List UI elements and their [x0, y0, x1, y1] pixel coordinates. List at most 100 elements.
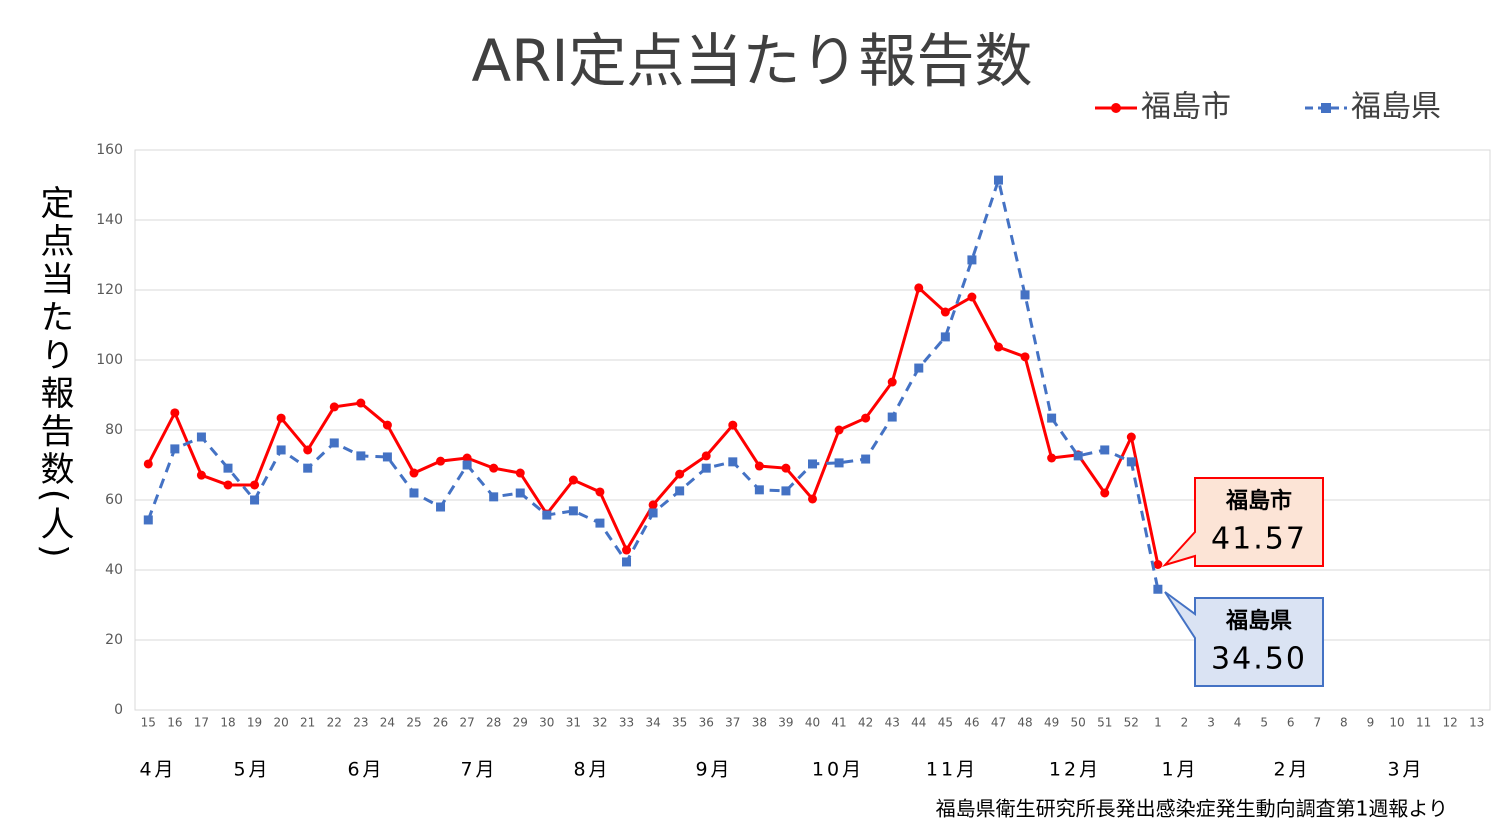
x-tick-label: 34 — [645, 716, 660, 730]
point — [834, 458, 844, 468]
point — [1126, 432, 1136, 442]
point — [568, 475, 578, 485]
x-tick-label: 30 — [539, 716, 554, 730]
x-tick-label: 47 — [991, 716, 1006, 730]
point — [1047, 453, 1057, 463]
month-label: 3月 — [1387, 759, 1424, 781]
x-tick-label: 37 — [725, 716, 740, 730]
x-tick-label: 3 — [1207, 716, 1215, 730]
x-tick-label: 20 — [273, 716, 288, 730]
point — [701, 463, 711, 473]
month-label: 7月 — [460, 759, 497, 781]
x-tick-label: 15 — [141, 716, 156, 730]
x-tick-label: 40 — [805, 716, 820, 730]
x-tick-label: 49 — [1044, 716, 1059, 730]
point — [1126, 457, 1136, 467]
point — [622, 545, 632, 555]
point — [595, 518, 605, 528]
month-label: 6月 — [347, 759, 384, 781]
point — [329, 402, 339, 412]
x-tick-label: 33 — [619, 716, 634, 730]
point — [914, 363, 924, 373]
month-label: 1月 — [1161, 759, 1198, 781]
month-label: 2月 — [1273, 759, 1310, 781]
x-tick-label: 41 — [831, 716, 846, 730]
callout-name: 福島県 — [1225, 608, 1292, 634]
y-tick-label: 160 — [96, 142, 123, 158]
point — [967, 255, 977, 265]
point — [781, 463, 791, 473]
x-tick-label: 1 — [1154, 716, 1162, 730]
x-tick-label: 45 — [938, 716, 953, 730]
point — [595, 487, 605, 497]
point — [861, 413, 871, 423]
x-tick-label: 12 — [1443, 716, 1458, 730]
x-tick-label: 29 — [513, 716, 528, 730]
x-tick-label: 50 — [1071, 716, 1086, 730]
legend-label: 福島市 — [1141, 90, 1231, 125]
point — [382, 420, 392, 430]
y-axis-label: 定点当たり報告数(人) — [34, 185, 74, 562]
point — [1020, 352, 1030, 362]
x-tick-label: 9 — [1367, 716, 1375, 730]
x-tick-label: 5 — [1260, 716, 1268, 730]
point — [808, 459, 817, 469]
callout-value: 34.50 — [1211, 642, 1307, 677]
point — [489, 492, 499, 502]
month-label: 11月 — [926, 759, 978, 781]
point — [462, 460, 472, 470]
x-tick-label: 38 — [752, 716, 767, 730]
point — [568, 506, 578, 516]
series-line — [146, 285, 1160, 565]
point — [754, 461, 764, 471]
x-tick-label: 13 — [1469, 716, 1484, 730]
x-tick-label: 10 — [1389, 716, 1404, 730]
point — [170, 408, 180, 418]
legend-marker — [1111, 103, 1121, 113]
point — [515, 488, 525, 498]
point — [542, 510, 552, 520]
month-label: 4月 — [139, 759, 176, 781]
point — [303, 463, 313, 473]
x-tick-label: 42 — [858, 716, 873, 730]
point — [1100, 488, 1110, 498]
point — [648, 500, 658, 510]
point — [276, 445, 286, 455]
point — [143, 459, 153, 469]
point — [276, 413, 286, 423]
point — [409, 468, 419, 478]
point — [675, 486, 685, 496]
point — [250, 480, 260, 490]
point — [223, 480, 233, 490]
y-tick-label: 0 — [114, 702, 123, 718]
point — [967, 292, 977, 302]
x-tick-label: 23 — [353, 716, 368, 730]
point — [250, 495, 260, 505]
point — [436, 456, 446, 466]
point — [914, 283, 924, 293]
x-tick-label: 52 — [1124, 716, 1139, 730]
y-tick-label: 60 — [105, 492, 123, 508]
callout-box — [1161, 477, 1324, 567]
x-tick-label: 22 — [327, 716, 342, 730]
point — [834, 425, 844, 435]
legend-marker — [1321, 103, 1331, 113]
x-tick-label: 28 — [486, 716, 501, 730]
point — [436, 502, 446, 512]
point — [1153, 560, 1163, 570]
point — [356, 451, 366, 461]
month-label: 8月 — [573, 759, 610, 781]
x-tick-label: 51 — [1097, 716, 1112, 730]
chart-title: ARI定点当たり報告数 — [471, 27, 1032, 95]
y-tick-label: 140 — [96, 212, 123, 228]
x-tick-label: 31 — [566, 716, 581, 730]
x-tick-label: 43 — [885, 716, 900, 730]
point — [887, 377, 897, 387]
callout-name: 福島市 — [1225, 488, 1292, 514]
x-tick-label: 32 — [592, 716, 607, 730]
point — [993, 175, 1003, 185]
month-label: 9月 — [695, 759, 732, 781]
point — [1047, 413, 1057, 423]
